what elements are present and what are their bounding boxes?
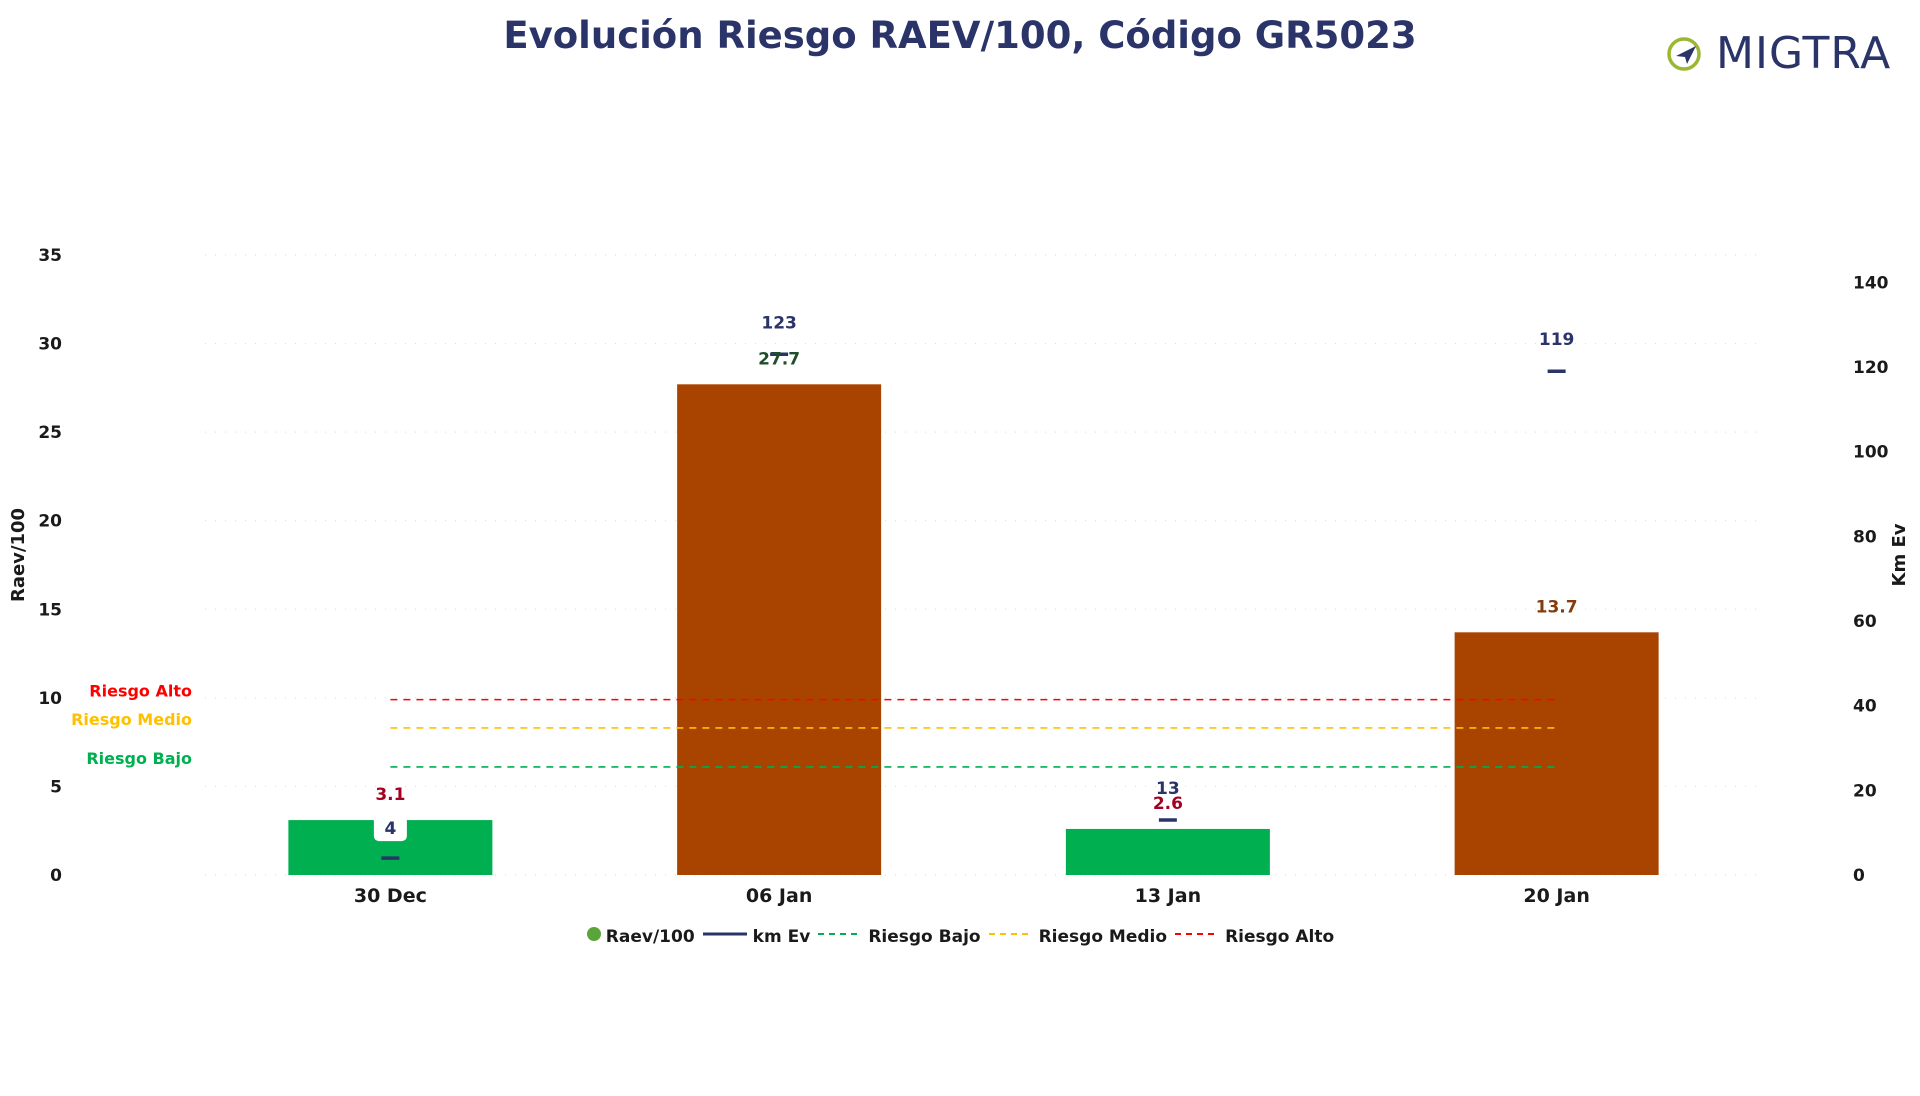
chart-title: Evolución Riesgo RAEV/100, Código GR5023 bbox=[503, 14, 1417, 57]
km-data-label: 123 bbox=[761, 313, 797, 333]
y-tick-label: 5 bbox=[50, 777, 62, 797]
y-tick-label: 0 bbox=[50, 866, 62, 886]
y2-axis-label: Km Ev bbox=[1889, 523, 1910, 586]
y2-tick-label: 100 bbox=[1853, 443, 1889, 463]
bar-13-jan bbox=[1065, 828, 1270, 875]
raev-data-label: 27.7 bbox=[758, 349, 800, 369]
y-axis-label: Raev/100 bbox=[8, 508, 29, 602]
chart-legend: Raev/100 km Ev Riesgo Bajo Riesgo Medio Ries… bbox=[0, 926, 1920, 947]
logo-mark-icon bbox=[1667, 37, 1701, 71]
bar-06-jan bbox=[677, 384, 882, 875]
y-tick-label: 35 bbox=[38, 246, 62, 266]
y2-tick-label: 60 bbox=[1853, 612, 1877, 632]
y2-tick-label: 80 bbox=[1853, 527, 1877, 547]
y-tick-label: 15 bbox=[38, 600, 62, 620]
x-tick-label: 13 Jan bbox=[1135, 885, 1201, 907]
legend-swatch bbox=[987, 926, 1035, 947]
legend-item: Riesgo Bajo bbox=[816, 926, 981, 947]
threshold-label: Riesgo Medio bbox=[71, 710, 192, 729]
legend-label: km Ev bbox=[752, 926, 811, 947]
x-tick-label: 30 Dec bbox=[354, 885, 427, 907]
x-tick-label: 06 Jan bbox=[746, 885, 812, 907]
y-tick-label: 10 bbox=[38, 689, 62, 709]
legend-label: Riesgo Alto bbox=[1225, 926, 1335, 947]
legend-item: Raev/100 bbox=[586, 926, 695, 947]
raev-data-label: 13.7 bbox=[1536, 597, 1578, 617]
km-data-label: 4 bbox=[384, 819, 396, 839]
y2-tick-label: 20 bbox=[1853, 781, 1877, 801]
legend-label: Raev/100 bbox=[605, 926, 695, 947]
y2-tick-label: 120 bbox=[1853, 358, 1889, 378]
legend-swatch bbox=[816, 926, 864, 947]
y2-tick-label: 40 bbox=[1853, 697, 1877, 717]
km-data-label: 13 bbox=[1156, 779, 1180, 799]
legend-swatch bbox=[701, 926, 749, 947]
logo-text: MIGTRA bbox=[1716, 28, 1892, 79]
raev-data-label: 2.6 bbox=[1153, 794, 1183, 814]
legend-label: Riesgo Bajo bbox=[868, 926, 981, 947]
y-tick-label: 25 bbox=[38, 423, 62, 443]
legend-swatch bbox=[586, 926, 602, 947]
legend-label: Riesgo Medio bbox=[1038, 926, 1168, 947]
legend-item: Riesgo Medio bbox=[987, 926, 1167, 947]
y2-tick-label: 140 bbox=[1853, 273, 1889, 293]
threshold-label: Riesgo Bajo bbox=[86, 749, 192, 768]
km-label-box bbox=[373, 815, 407, 842]
threshold-label: Riesgo Alto bbox=[89, 682, 192, 701]
y-tick-label: 30 bbox=[38, 335, 62, 355]
x-tick-label: 20 Jan bbox=[1523, 885, 1589, 907]
y2-tick-label: 0 bbox=[1853, 866, 1865, 886]
raev-data-label: 3.1 bbox=[375, 785, 405, 805]
legend-swatch bbox=[1173, 926, 1221, 947]
migtra-logo: MIGTRA bbox=[1664, 28, 1904, 84]
km-data-label: 119 bbox=[1539, 330, 1575, 350]
bar-20-jan bbox=[1454, 632, 1659, 875]
legend-item: Riesgo Alto bbox=[1173, 926, 1334, 947]
legend-item: km Ev bbox=[701, 926, 811, 947]
y-tick-label: 20 bbox=[38, 512, 62, 532]
